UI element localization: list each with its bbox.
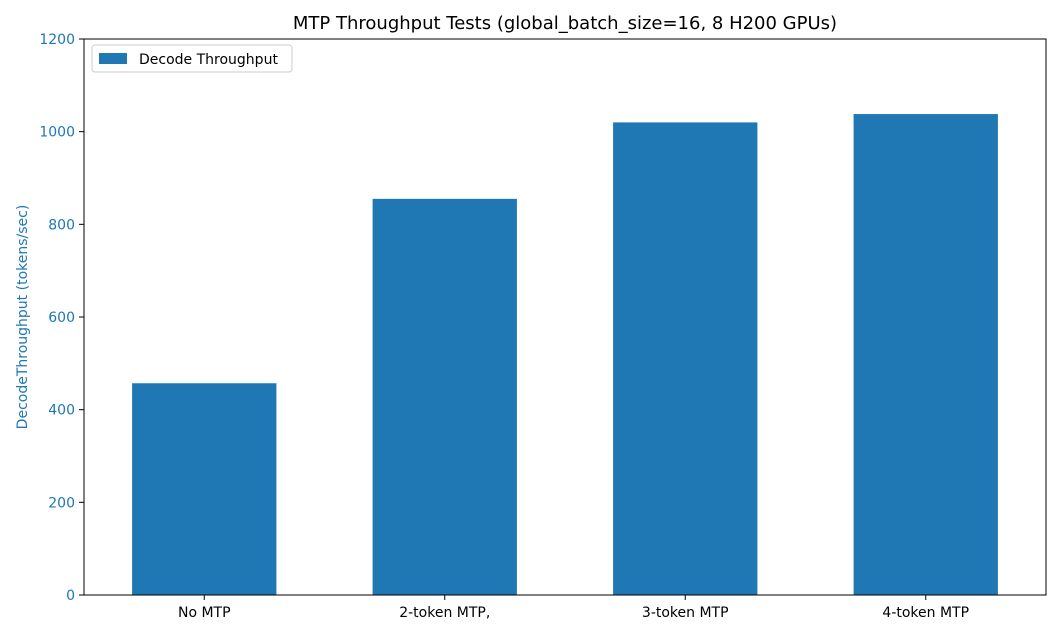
y-tick-label: 600: [48, 310, 75, 326]
bar-1: [372, 198, 517, 595]
x-tick-label: 2-token MTP,: [399, 605, 490, 621]
chart-title: MTP Throughput Tests (global_batch_size=…: [293, 13, 837, 34]
y-tick-label: 400: [48, 403, 75, 419]
bar-2: [613, 122, 758, 596]
y-tick-label: 0: [66, 588, 75, 604]
x-tick-label: 4-token MTP: [882, 605, 969, 621]
legend: Decode Throughput: [91, 44, 293, 73]
legend-swatch: [99, 53, 127, 64]
bar-3: [853, 114, 998, 595]
legend-entry-label: Decode Throughput: [139, 52, 278, 68]
x-axis: No MTP 2-token MTP, 3-token MTP 4-token MTP: [178, 595, 969, 621]
x-tick-label: 3-token MTP: [642, 605, 729, 621]
legend-frame: [91, 44, 293, 73]
x-tick-label: No MTP: [178, 605, 231, 621]
y-tick-label: 800: [48, 217, 75, 233]
y-tick-label: 1200: [39, 32, 75, 48]
y-tick-label: 200: [48, 495, 75, 511]
y-tick-label: 1000: [39, 125, 75, 141]
bar-0: [132, 383, 277, 595]
y-axis: 0 200 400 600 800 1000 1200: [39, 32, 84, 604]
bars-layer: [132, 114, 998, 596]
y-axis-label: DecodeThroughput (tokens/sec): [15, 205, 31, 430]
